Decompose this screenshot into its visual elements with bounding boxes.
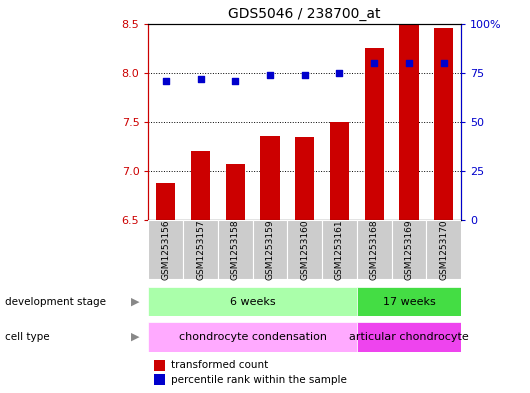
Text: percentile rank within the sample: percentile rank within the sample <box>171 375 347 385</box>
Text: articular chondrocyte: articular chondrocyte <box>349 332 469 342</box>
Text: GSM1253161: GSM1253161 <box>335 219 344 280</box>
Bar <box>322 220 357 279</box>
Text: cell type: cell type <box>5 332 50 342</box>
Point <box>405 60 413 66</box>
Text: GSM1253160: GSM1253160 <box>301 219 309 280</box>
Bar <box>434 29 453 220</box>
Bar <box>357 287 461 316</box>
Text: GSM1253158: GSM1253158 <box>231 219 240 280</box>
Bar <box>148 322 357 352</box>
Text: GSM1253168: GSM1253168 <box>370 219 379 280</box>
Point <box>335 70 344 76</box>
Bar <box>400 24 419 220</box>
Bar <box>357 220 392 279</box>
Bar <box>183 220 218 279</box>
Bar <box>218 220 253 279</box>
Text: GSM1253157: GSM1253157 <box>196 219 205 280</box>
Bar <box>260 136 279 220</box>
Text: GSM1253169: GSM1253169 <box>404 219 413 280</box>
Bar <box>330 122 349 220</box>
Bar <box>253 220 287 279</box>
Bar <box>226 164 245 220</box>
Text: ▶: ▶ <box>131 297 139 307</box>
Bar <box>287 220 322 279</box>
Bar <box>426 220 461 279</box>
Bar <box>148 287 357 316</box>
Point <box>266 72 274 78</box>
Bar <box>191 151 210 220</box>
Point <box>196 75 205 82</box>
Text: transformed count: transformed count <box>171 360 268 370</box>
Text: 6 weeks: 6 weeks <box>230 297 276 307</box>
Text: development stage: development stage <box>5 297 107 307</box>
Bar <box>392 220 426 279</box>
Text: GSM1253170: GSM1253170 <box>439 219 448 280</box>
Text: ▶: ▶ <box>131 332 139 342</box>
Bar <box>365 48 384 220</box>
Point <box>162 77 170 84</box>
Text: GSM1253156: GSM1253156 <box>161 219 170 280</box>
Point <box>370 60 378 66</box>
Point <box>301 72 309 78</box>
Bar <box>156 183 175 220</box>
Text: GSM1253159: GSM1253159 <box>266 219 275 280</box>
Bar <box>148 220 183 279</box>
Point <box>231 77 240 84</box>
Bar <box>295 137 314 220</box>
Bar <box>357 322 461 352</box>
Point <box>439 60 448 66</box>
Text: 17 weeks: 17 weeks <box>383 297 435 307</box>
Text: chondrocyte condensation: chondrocyte condensation <box>179 332 326 342</box>
Title: GDS5046 / 238700_at: GDS5046 / 238700_at <box>228 7 381 21</box>
